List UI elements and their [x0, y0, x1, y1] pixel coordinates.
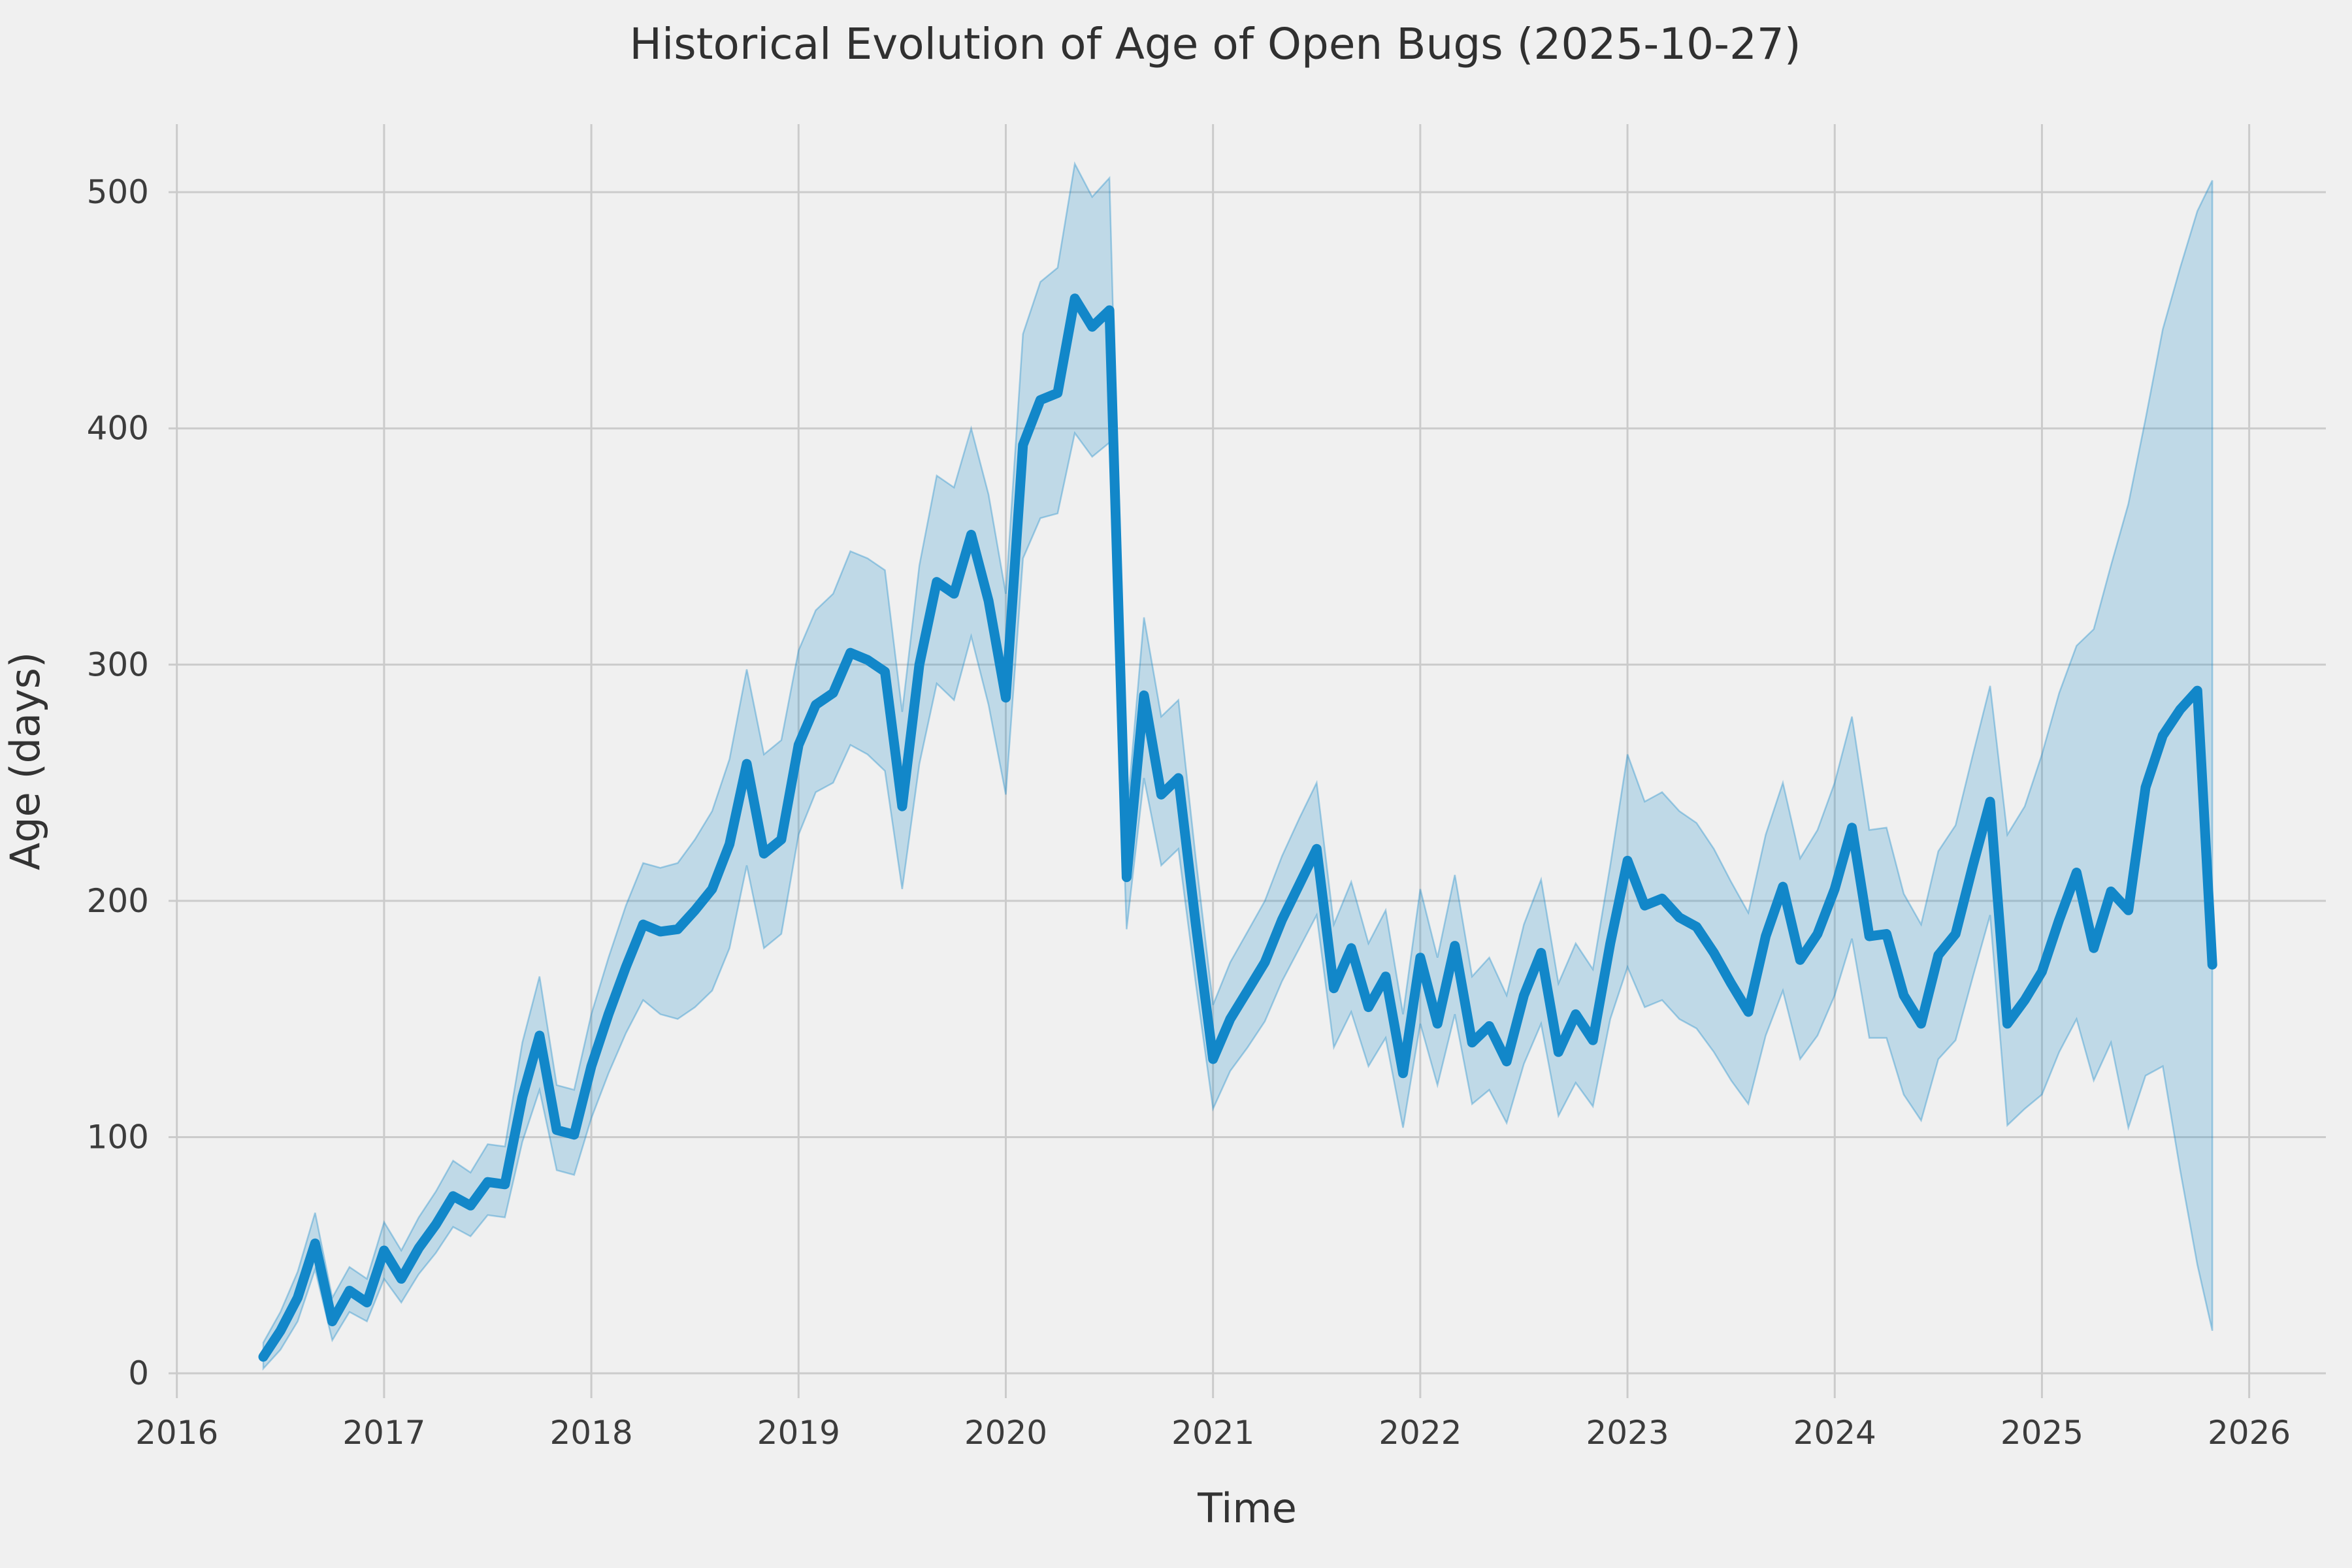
x-tick-label: 2022 [1379, 1414, 1462, 1452]
chart-title: Historical Evolution of Age of Open Bugs… [629, 19, 1801, 69]
y-tick-label: 0 [128, 1354, 149, 1392]
vertical-gridlines [176, 124, 2251, 1398]
x-axis-tick-labels: 2016 2017 2018 2019 2020 2021 2022 2023 2024 2025… [135, 1414, 2291, 1452]
x-tick-label: 2024 [1793, 1414, 1876, 1452]
x-tick-label: 2025 [2001, 1414, 2083, 1452]
y-tick-label: 100 [87, 1118, 149, 1156]
x-tick-label: 2017 [342, 1414, 425, 1452]
horizontal-gridlines [169, 191, 2326, 1375]
x-tick-label: 2021 [1171, 1414, 1254, 1452]
y-tick-label: 300 [87, 645, 149, 683]
x-tick-label: 2018 [549, 1414, 632, 1452]
x-axis-label: Time [1197, 1484, 1297, 1532]
x-tick-label: 2016 [135, 1414, 218, 1452]
x-tick-label: 2026 [2208, 1414, 2291, 1452]
uncertainty-band-area [262, 161, 2213, 1371]
x-tick-label: 2019 [757, 1414, 840, 1452]
y-axis-label: Age (days) [1, 652, 49, 870]
age-trend-line [258, 293, 2217, 1362]
x-tick-label: 2020 [964, 1414, 1047, 1452]
y-tick-label: 200 [87, 882, 149, 920]
y-tick-label: 500 [87, 173, 149, 211]
x-tick-label: 2023 [1586, 1414, 1669, 1452]
y-tick-label: 400 [87, 410, 149, 448]
y-axis-tick-labels: 0 100 200 300 400 500 [87, 173, 149, 1392]
